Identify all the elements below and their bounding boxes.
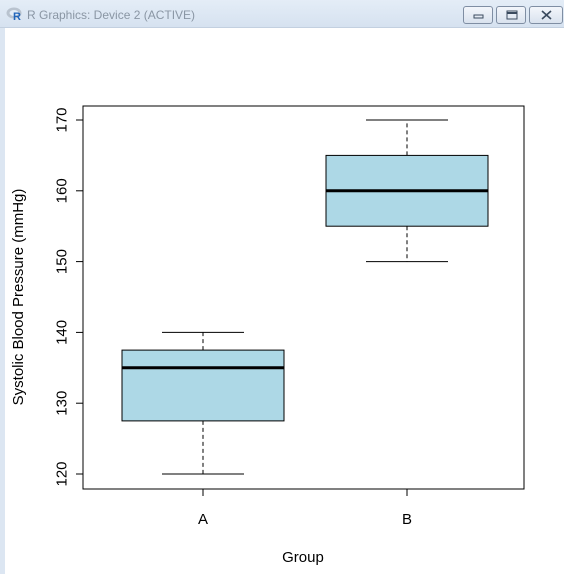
y-tick-label: 150: [54, 249, 71, 274]
r-logo-letter: R: [13, 11, 21, 21]
minimize-icon: [473, 14, 484, 19]
r-logo-icon: R: [6, 7, 22, 21]
maximize-icon: [506, 10, 518, 20]
iqr-box: [121, 349, 285, 422]
y-axis-label: Systolic Blood Pressure (mmHg): [10, 189, 27, 406]
y-tick-label: 120: [54, 461, 71, 486]
close-icon: [541, 10, 552, 20]
x-axis-label: Group: [282, 549, 324, 566]
minimize-button[interactable]: [463, 6, 493, 24]
x-tick-label: B: [402, 511, 412, 528]
y-tick-label: 130: [54, 391, 71, 416]
y-tick-label: 170: [54, 107, 71, 132]
y-axis: 120 130 140 150 160 170: [54, 107, 84, 487]
window-title: R Graphics: Device 2 (ACTIVE): [27, 8, 196, 22]
title-bar[interactable]: R R Graphics: Device 2 (ACTIVE): [0, 0, 564, 28]
box-A: [121, 331, 285, 475]
x-tick-label: A: [198, 511, 208, 528]
window-left-border: [0, 28, 5, 574]
maximize-button[interactable]: [496, 6, 526, 24]
boxes-group: [121, 119, 489, 475]
close-button[interactable]: [529, 6, 563, 24]
box-B: [325, 119, 489, 263]
y-tick-label: 140: [54, 320, 71, 345]
y-tick-label: 160: [54, 178, 71, 203]
